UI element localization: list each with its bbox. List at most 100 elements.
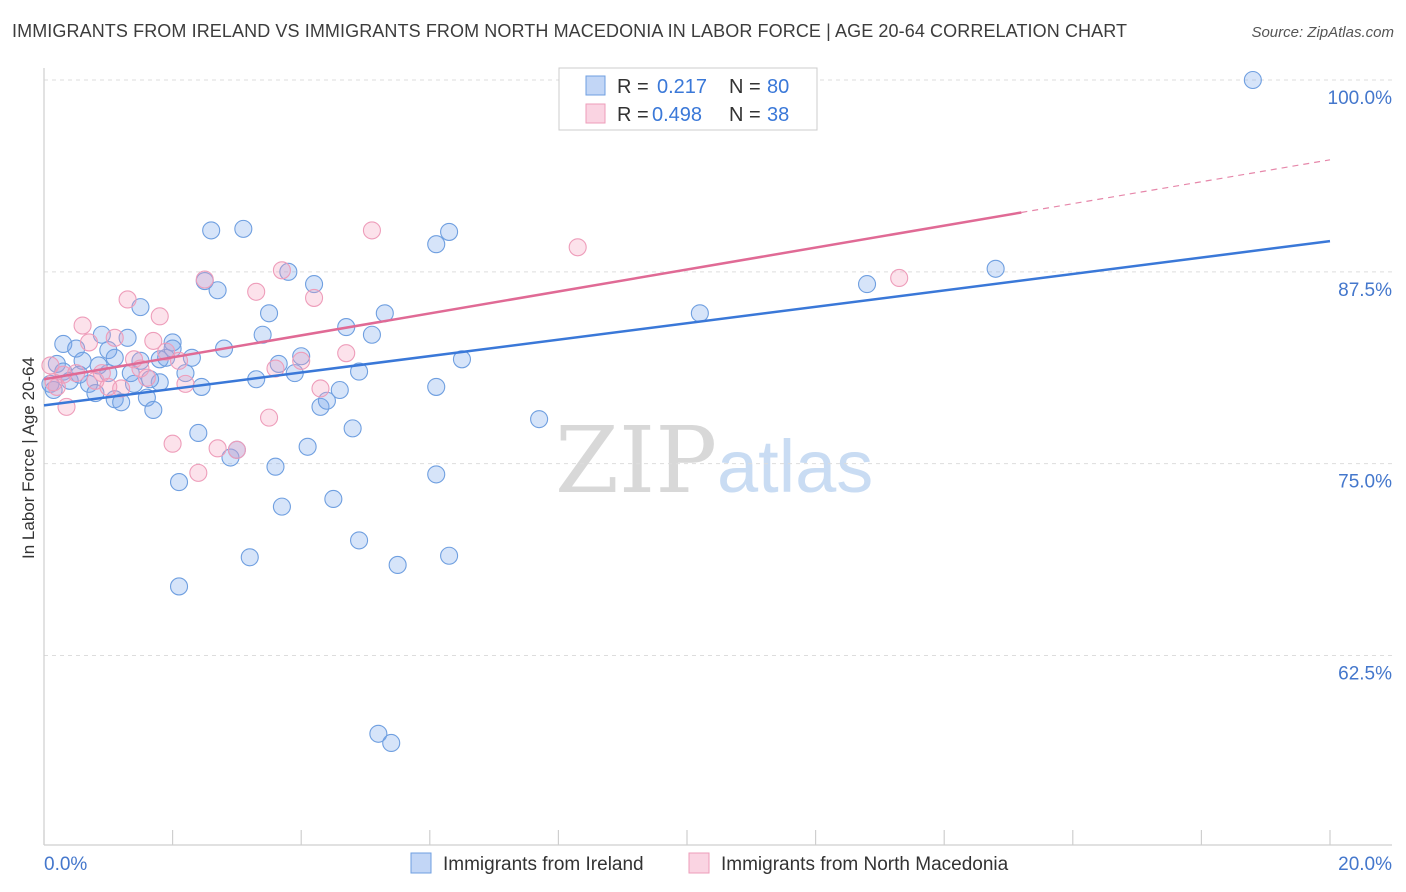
legend-r-label-macedonia: R = — [617, 104, 649, 126]
macedonia-point — [163, 434, 182, 453]
y-tick-labels: 62.5% 75.0% 87.5% 100.0% — [1328, 88, 1393, 685]
macedonia-point — [208, 439, 227, 458]
macedonia-point — [227, 440, 246, 459]
legend-r-label-ireland: R = — [617, 76, 649, 98]
macedonia-point — [118, 290, 137, 309]
ireland-point — [44, 380, 63, 400]
ireland-point — [343, 419, 362, 438]
ireland-point — [292, 347, 311, 366]
bottom-legend-label-macedonia: Immigrants from North Macedonia — [721, 854, 1009, 875]
macedonia-point — [305, 288, 324, 307]
bottom-legend-label-ireland: Immigrants from Ireland — [443, 854, 644, 875]
macedonia-point — [105, 328, 124, 347]
macedonia-point — [259, 408, 279, 427]
macedonia-point — [311, 379, 330, 398]
macedonia-point — [195, 270, 214, 289]
ireland-point — [350, 531, 369, 550]
macedonia-point — [337, 344, 356, 363]
ireland-point — [234, 219, 253, 238]
top-legend: R = 0.217 N = 80 R = 0.498 N = 38 — [558, 67, 818, 131]
ireland-point — [202, 221, 221, 240]
legend-n-label-ireland: N = — [729, 76, 761, 98]
ireland-point — [427, 465, 446, 484]
legend-n-label-macedonia: N = — [729, 104, 761, 126]
macedonia-point — [79, 333, 99, 352]
ireland-point — [144, 400, 163, 420]
ireland-point — [388, 555, 407, 575]
ireland-point — [208, 281, 227, 300]
bottom-legend-swatch-ireland — [410, 852, 432, 874]
legend-r-value-macedonia: 0.498 — [652, 104, 702, 126]
ireland-point — [253, 325, 272, 344]
ireland-point — [272, 497, 291, 516]
axes — [43, 68, 1392, 846]
ireland-point — [105, 348, 124, 367]
y-tick-label: 87.5% — [1338, 280, 1392, 301]
ireland-trend-line — [43, 239, 1331, 407]
ireland-point — [47, 354, 66, 373]
ireland-point — [266, 457, 285, 476]
macedonia-point — [247, 282, 266, 301]
chart-title: IMMIGRANTS FROM IRELAND VS IMMIGRANTS FR… — [12, 21, 1128, 41]
ireland-point — [857, 275, 877, 294]
macedonia-point — [272, 261, 291, 280]
macedonia-point — [568, 238, 587, 257]
ireland-point — [382, 733, 401, 753]
ireland-point — [427, 235, 446, 254]
x-tick-label-min: 0.0% — [44, 854, 87, 875]
x-tick-marks — [43, 830, 1331, 845]
macedonia-point — [137, 368, 156, 387]
ireland-point — [530, 410, 549, 429]
legend-n-value-macedonia: 38 — [767, 104, 789, 126]
macedonia-point — [176, 374, 195, 393]
ireland-point — [169, 473, 189, 492]
legend-box — [558, 67, 818, 131]
y-tick-label: 100.0% — [1328, 88, 1393, 109]
ireland-point — [221, 448, 240, 467]
ireland-point — [362, 325, 381, 344]
macedonia-point — [112, 379, 131, 398]
y-axis-title: In Labor Force | Age 20-64 — [19, 357, 38, 559]
macedonia-trend-line-extension — [1021, 159, 1331, 214]
ireland-point — [324, 489, 343, 509]
grid-lines — [44, 79, 1392, 656]
ireland-point — [305, 275, 324, 294]
macedonia-point — [73, 316, 92, 335]
trend-lines — [43, 159, 1331, 407]
ireland-point — [189, 423, 208, 443]
watermark-zip: ZIP — [555, 407, 717, 514]
bottom-legend-swatch-macedonia — [688, 852, 710, 874]
x-tick-label-max: 20.0% — [1338, 854, 1392, 875]
macedonia-point — [189, 463, 208, 482]
source-label: Source: ZipAtlas.com — [1251, 24, 1394, 41]
ireland-point — [259, 304, 279, 323]
ireland-point — [1243, 70, 1262, 90]
macedonia-trend-line — [43, 211, 1022, 381]
macedonia-point — [157, 342, 176, 361]
ireland-point — [427, 377, 446, 396]
ireland-point — [986, 259, 1005, 278]
macedonia-point — [150, 307, 169, 326]
legend-swatch-ireland — [585, 75, 606, 96]
ireland-point — [163, 333, 182, 352]
watermark-atlas: atlas — [717, 425, 873, 508]
ireland-point — [169, 577, 189, 596]
bottom-legend: Immigrants from Ireland Immigrants from … — [410, 852, 1009, 875]
macedonia-point — [362, 221, 381, 240]
y-tick-label: 62.5% — [1338, 664, 1392, 685]
ireland-point — [279, 262, 298, 281]
ireland-point — [350, 362, 369, 381]
macedonia-points — [41, 221, 909, 482]
macedonia-point — [292, 351, 311, 370]
ireland-point — [440, 222, 459, 241]
ireland-point — [690, 304, 709, 323]
ireland-point — [369, 724, 388, 743]
macedonia-point — [144, 331, 163, 350]
legend-swatch-macedonia — [585, 103, 606, 124]
ireland-point — [240, 548, 259, 567]
ireland-point — [298, 437, 317, 456]
ireland-point — [440, 546, 459, 565]
macedonia-point — [890, 268, 909, 288]
legend-r-value-ireland: 0.217 — [657, 76, 707, 98]
